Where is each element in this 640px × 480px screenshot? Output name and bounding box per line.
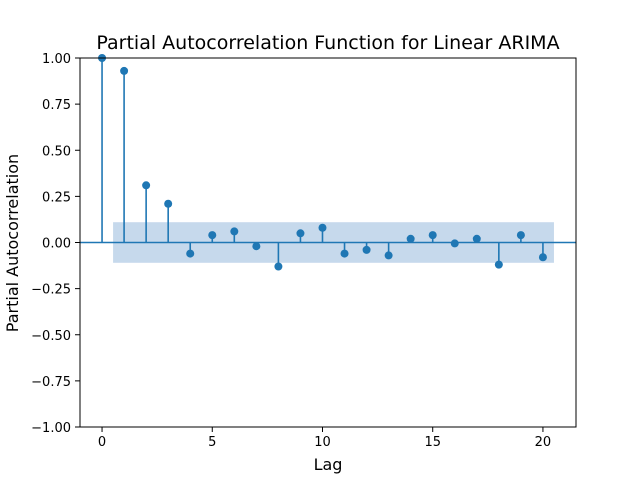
data-point xyxy=(142,181,151,190)
x-axis-label: Lag xyxy=(314,455,343,474)
data-point xyxy=(296,229,305,238)
data-point xyxy=(164,199,173,208)
x-tick-label: 10 xyxy=(314,435,331,450)
x-tick-label: 0 xyxy=(98,435,106,450)
y-axis-label: Partial Autocorrelation xyxy=(3,154,22,332)
x-tick-label: 15 xyxy=(424,435,441,450)
x-tick-label: 5 xyxy=(208,435,216,450)
data-point xyxy=(186,249,195,258)
y-tick-label: −1.00 xyxy=(31,421,71,436)
y-tick-label: 0.75 xyxy=(42,98,71,113)
data-point xyxy=(516,231,525,240)
data-point xyxy=(318,223,327,232)
y-tick-label: 0.25 xyxy=(42,190,71,205)
data-point xyxy=(252,242,261,251)
y-tick-label: −0.75 xyxy=(31,375,71,390)
y-tick-label: −0.25 xyxy=(31,283,71,298)
y-tick-label: 1.00 xyxy=(42,52,71,67)
y-tick-label: 0.00 xyxy=(42,237,71,252)
data-point xyxy=(450,239,459,248)
data-point xyxy=(406,234,415,243)
data-point xyxy=(538,253,547,262)
data-point xyxy=(428,231,437,240)
data-point xyxy=(384,251,393,260)
data-point xyxy=(208,231,217,240)
data-point xyxy=(274,262,283,271)
y-tick-label: −0.50 xyxy=(31,329,71,344)
x-tick-label: 20 xyxy=(535,435,552,450)
data-point xyxy=(362,245,371,254)
data-point xyxy=(230,227,239,236)
data-point xyxy=(120,66,129,75)
data-point xyxy=(494,260,503,269)
data-point xyxy=(472,234,481,243)
plot-area: 0 5 10 15 20 1.00 0.75 0.50 0.25 0.00 −0.25 −0.50 −0… xyxy=(31,52,577,450)
chart-title: Partial Autocorrelation Function for Lin… xyxy=(96,32,559,54)
y-tick-label: 0.50 xyxy=(42,144,71,159)
data-point xyxy=(340,249,349,258)
